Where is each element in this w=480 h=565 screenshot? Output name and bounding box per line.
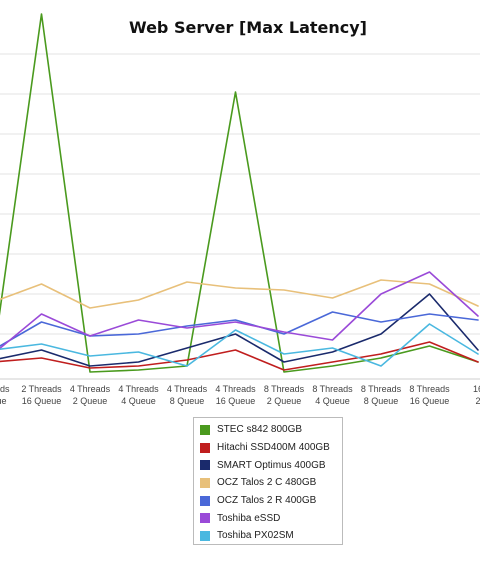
x-tick-label: 4 Threads 2 Queue	[70, 384, 111, 406]
x-tick-label: 8 Threads 16 Queue	[409, 384, 450, 406]
series-line-4	[0, 279, 479, 309]
legend-label: OCZ Talos 2 C 480GB	[217, 477, 317, 489]
legend-item: OCZ Talos 2 C 480GB	[200, 474, 342, 492]
series-line-6	[0, 271, 479, 350]
x-tick-label: 8 Threads 4 Queue	[312, 384, 353, 406]
legend-item: Toshiba eSSD	[200, 509, 342, 527]
x-tick-label: 8 Threads 8 Queue	[361, 384, 402, 406]
series-line-7	[0, 323, 479, 367]
series-line-1	[0, 13, 479, 373]
legend-item: SMART Optimus 400GB	[200, 456, 342, 474]
series-line-3	[0, 293, 479, 367]
legend-label: STEC s842 800GB	[217, 424, 303, 436]
legend-swatch	[200, 495, 210, 506]
x-tick-label: 4 Threads 8 Queue	[167, 384, 208, 406]
legend: STEC s842 800GB Hitachi SSD400M 400GB SMAR…	[193, 417, 343, 545]
x-tick-label: 8 Threads 2 Queue	[264, 384, 305, 406]
x-tick-label: 4 Threads 4 Queue	[118, 384, 159, 406]
x-tick-label: ThreadsQueue	[0, 384, 10, 406]
legend-item: Hitachi SSD400M 400GB	[200, 439, 342, 457]
legend-swatch	[200, 477, 210, 488]
legend-label: Toshiba PX02SM	[217, 530, 294, 542]
legend-label: OCZ Talos 2 R 400GB	[217, 495, 317, 507]
chart-title: Web Server [Max Latency]	[129, 18, 367, 37]
legend-item: Toshiba PX02SM	[200, 527, 342, 545]
grid-layer	[0, 53, 480, 380]
legend-swatch	[200, 424, 210, 435]
legend-item: STEC s842 800GB	[200, 421, 342, 439]
legend-swatch	[200, 530, 210, 541]
legend-label: SMART Optimus 400GB	[217, 459, 326, 471]
series-line-5	[0, 311, 479, 347]
legend-swatch	[200, 442, 210, 453]
legend-label: Hitachi SSD400M 400GB	[217, 442, 330, 454]
x-tick-label: 162	[473, 384, 480, 406]
series-line-2	[0, 341, 479, 371]
legend-item: OCZ Talos 2 R 400GB	[200, 492, 342, 510]
legend-swatch	[200, 460, 210, 471]
x-tick-label: 2 Threads 16 Queue	[21, 384, 62, 406]
x-tick-label: 4 Threads 16 Queue	[215, 384, 256, 406]
series-layer	[0, 13, 479, 373]
legend-label: Toshiba eSSD	[217, 512, 281, 524]
legend-swatch	[200, 513, 210, 524]
